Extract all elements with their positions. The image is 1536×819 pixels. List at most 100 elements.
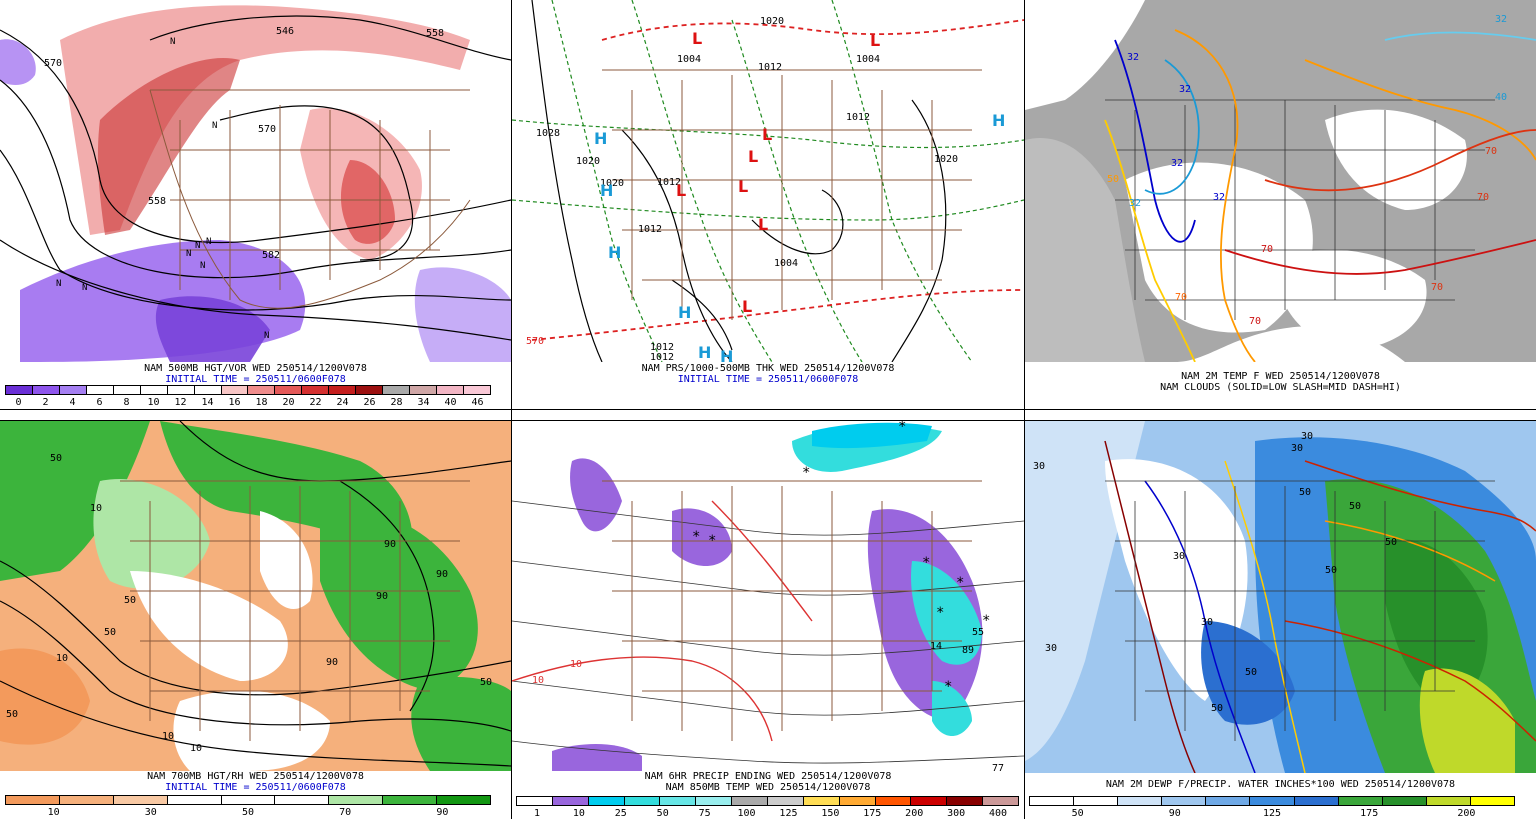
colorbar-tick-label: 150	[821, 808, 840, 819]
temperature-contours	[1104, 29, 1536, 362]
colorbar-tick-label: 14	[201, 397, 214, 408]
temperature-label: 70	[1431, 282, 1443, 293]
colorbar-tick-label: 70	[339, 807, 352, 818]
snow-marker: *	[708, 533, 716, 549]
high-pressure-marker: H	[992, 111, 1005, 130]
colorbar-tick-label: 125	[779, 808, 798, 819]
colorbar-segment	[517, 797, 553, 805]
vorticity-marker: N	[170, 37, 175, 47]
colorbar-segment	[32, 386, 60, 394]
colorbar-segment	[875, 797, 912, 805]
temperature-label: 32	[1171, 158, 1183, 169]
high-pressure-marker: H	[594, 129, 607, 148]
freezing-thickness	[531, 19, 1024, 341]
colorbar-segment	[732, 797, 769, 805]
caption-title: NAM 500MB HGT/VOR WED 250514/1200V078	[144, 363, 367, 374]
vorticity-marker-group: N N N N N N N N N	[56, 37, 269, 341]
rh-label: 90	[436, 569, 448, 580]
colorbar-segment	[383, 796, 438, 804]
colorbar-tick-label: 300	[947, 808, 966, 819]
colorbar-segment	[660, 797, 697, 805]
colorbar-tick-label: 50	[656, 808, 669, 819]
colorbar-segment	[1030, 797, 1075, 805]
rh-label: 90	[376, 591, 388, 602]
dewpoint-label: 50	[1349, 501, 1361, 512]
caption-title: NAM PRS/1000-500MB THK WED 250514/1200V0…	[641, 363, 895, 374]
map-6hr-precip: 10 10 14 55 89 77 * * * * * * * * *	[512, 421, 1024, 771]
low-pressure-group: L L L L L L L L	[676, 29, 880, 316]
rh-label: 50	[104, 627, 116, 638]
vorticity-marker: N	[82, 283, 87, 293]
colorbar-segment	[86, 386, 114, 394]
colorbar-tick-label: 34	[417, 397, 430, 408]
colorbar-segment	[947, 797, 984, 805]
colorbar-segment	[6, 796, 60, 804]
temperature-label: 70	[1261, 244, 1273, 255]
isobar-label: 1012	[657, 177, 681, 188]
political-boundaries	[602, 69, 982, 320]
thickness-contours	[512, 0, 1024, 362]
vorticity-marker: N	[186, 249, 191, 259]
colorbar-segment	[624, 797, 661, 805]
temperature-label: 50	[1107, 174, 1119, 185]
colorbar-segment	[839, 797, 876, 805]
snow-marker-group: * * * * * * * * *	[692, 421, 990, 695]
dewpoint-label: 30	[1201, 617, 1213, 628]
vorticity-marker: N	[212, 121, 217, 131]
rh-label-group: 50 10 50 90 90 90 50 10 10 50 10 90 50	[6, 453, 492, 754]
isobar-label-group: 1020 1004 1012 1004 1028 1020 1020 1012 …	[526, 16, 958, 362]
colorbar-segment	[1294, 797, 1339, 805]
temperature-label: 70	[1485, 146, 1497, 157]
colorbar-ticks: 50 90 125 175 200	[1029, 808, 1515, 819]
snow-marker: *	[982, 613, 990, 629]
low-pressure-marker: L	[738, 177, 748, 196]
panel-6hr-precip-850mb-temp: 10 10 14 55 89 77 * * * * * * * * * NAM …	[512, 421, 1024, 819]
isobar-label: 1020	[576, 156, 600, 167]
colorbar-segment	[1074, 797, 1119, 805]
colorbar-ticks: 0 2 4 6 8 10 12 14 16 18 20 22 24 26 28 34 40 46	[5, 397, 491, 408]
colorbar-segment	[1426, 797, 1471, 805]
panel-2m-temp-clouds: 32 32 32 32 32 50 70 70 70 70 70 40 32 7…	[1025, 0, 1536, 408]
low-pressure-marker: L	[742, 297, 752, 316]
isobar-label: 1012	[650, 342, 674, 353]
height-contours	[0, 421, 511, 767]
map-prs-thickness: 1020 1004 1012 1004 1028 1020 1020 1012 …	[512, 0, 1024, 362]
map-2m-dewp-pwat: 30 50 30 30 30 50 50 30 50 50 50 30	[1025, 421, 1536, 773]
caption-init-time: INITIAL TIME = 250511/0600F078	[677, 374, 859, 385]
colorbar-tick-label: 10	[572, 808, 585, 819]
temperature-label: 32	[1127, 52, 1139, 63]
grid-divider-horizontal	[0, 420, 1536, 421]
colorbar-tick-label: 10	[47, 807, 60, 818]
colorbar-segment	[383, 386, 411, 394]
rh-label: 10	[90, 503, 102, 514]
rh-label: 10	[56, 653, 68, 664]
vorticity-marker: N	[195, 241, 200, 251]
vorticity-marker: N	[264, 331, 269, 341]
thickness-label: 570	[526, 336, 544, 347]
colorbar-tick-label: 28	[390, 397, 403, 408]
high-pressure-group: H H H H H H H	[594, 111, 1005, 362]
dewpoint-label: 50	[1385, 537, 1397, 548]
snow-marker: *	[944, 679, 952, 695]
contour-label: 558	[148, 196, 166, 207]
isobar-label: 1020	[934, 154, 958, 165]
panel-caption: NAM 2M TEMP F WED 250514/1200V078 NAM CL…	[1025, 371, 1536, 393]
colorbar	[5, 385, 491, 395]
rh-label: 50	[480, 677, 492, 688]
political-boundaries	[149, 89, 471, 309]
colorbar-segment	[1250, 797, 1295, 805]
colorbar-tick-label: 50	[1071, 808, 1084, 819]
low-pressure-marker: L	[748, 147, 758, 166]
colorbar-tick-label: 20	[282, 397, 295, 408]
colorbar-segment	[437, 386, 464, 394]
colorbar-tick-label: 50	[241, 807, 255, 818]
colorbar-segment	[221, 796, 276, 804]
colorbar-tick-label: 26	[363, 397, 376, 408]
panel-prs-thickness: 1020 1004 1012 1004 1028 1020 1020 1012 …	[512, 0, 1024, 408]
caption-cloud-legend: NAM CLOUDS (SOLID=LOW SLASH=MID DASH=HI)	[1160, 382, 1401, 393]
colorbar-segment	[1470, 797, 1515, 805]
dewpoint-label-group: 30 50 30 30 30 50 50 30 50 50 50 30	[1033, 431, 1397, 714]
temperature-label: 70	[1175, 292, 1187, 303]
colorbar-segment	[356, 386, 384, 394]
humidity-shading	[0, 421, 511, 771]
